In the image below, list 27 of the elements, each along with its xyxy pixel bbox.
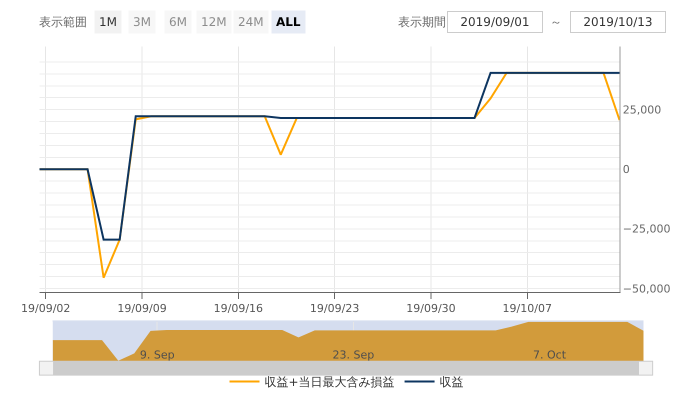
text: ～ [550,15,562,29]
y-tick-label: −25,000 [622,222,670,236]
x-tick-label: 19/09/23 [310,302,360,315]
y-tick-label: −50,000 [622,282,670,296]
text: 24M [238,15,264,29]
text: 表示範囲 [39,15,87,29]
text: 6M [169,15,187,29]
x-tick-label: 9. Sep [140,348,175,362]
x-tick-label: 19/09/09 [117,302,167,315]
text: 表示期間 [398,15,446,29]
text: 1M [99,15,117,29]
x-tick-label: 7. Oct [533,348,567,362]
x-tick-label: 23. Sep [332,348,374,362]
text: 2019/10/13 [583,15,653,29]
y-tick-label: 25,000 [622,103,662,116]
y-tick-label: 0 [622,163,630,176]
x-tick-label: 19/09/16 [214,302,264,315]
x-tick-label: 19/09/02 [21,302,70,315]
line-series [39,72,620,241]
text: 2019/09/01 [460,15,530,29]
x-tick-label: 19/10/07 [502,302,552,315]
x-tick-label: 19/09/30 [406,302,456,315]
text: 3M [133,15,151,29]
legend-label: 収益+当日最大含み損益 [264,375,395,390]
text: ALL [276,15,301,29]
text: 12M [201,15,227,29]
legend-label: 収益 [440,375,464,390]
